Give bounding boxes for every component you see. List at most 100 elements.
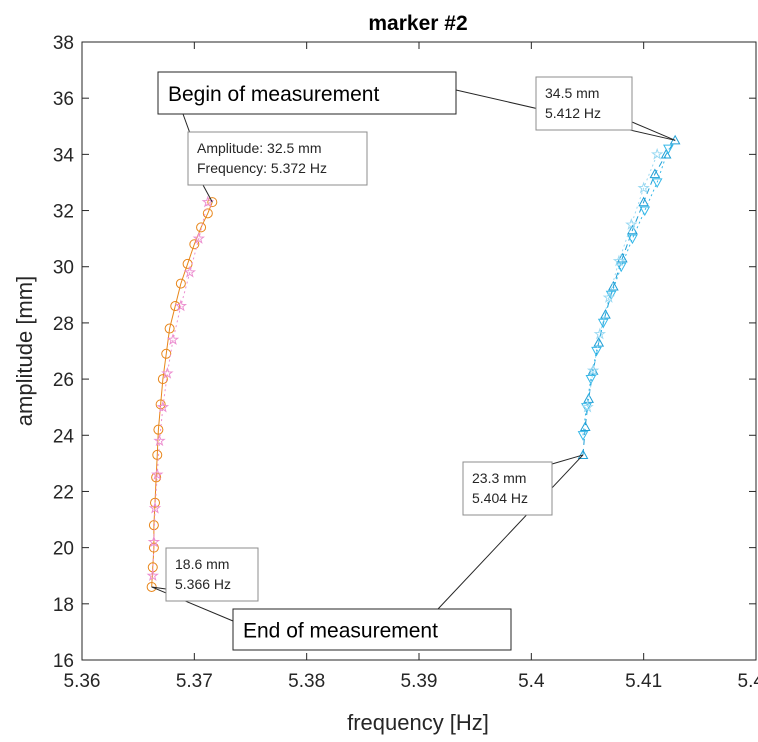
data-tip-box	[535, 76, 633, 131]
data-point	[183, 265, 197, 278]
data-point	[583, 393, 594, 403]
data-point	[612, 254, 626, 267]
data-point	[148, 542, 159, 553]
data-point	[153, 434, 166, 447]
y-tick-label: 36	[53, 89, 74, 110]
x-tick-label: 5.36	[64, 671, 101, 692]
y-axis-label: amplitude [mm]	[12, 276, 37, 426]
data-point	[150, 497, 161, 508]
data-point	[151, 468, 164, 480]
series-line	[582, 140, 676, 455]
data-tip-3: 23.3 mm 5.404 Hz	[462, 454, 584, 516]
series-3	[577, 134, 681, 460]
annotation-box	[232, 608, 512, 651]
data-point	[202, 208, 213, 219]
data-tip-pointer	[202, 184, 213, 203]
data-tip-text: 5.412 Hz	[545, 105, 601, 121]
data-point	[146, 569, 159, 581]
data-point	[577, 431, 589, 441]
data-point	[625, 218, 638, 230]
annotation-2: End of measurement	[151, 454, 584, 651]
data-tip-4: 18.6 mm 5.366 Hz	[151, 547, 259, 602]
annotation-1: Begin of measurement	[157, 71, 676, 183]
x-tick-label: 5.38	[288, 671, 325, 692]
data-tip-2: 34.5 mm 5.412 Hz	[535, 76, 676, 141]
x-tick-label: 5.37	[176, 671, 213, 692]
annotation-box	[157, 71, 457, 115]
data-point	[166, 333, 180, 346]
y-tick-label: 28	[53, 314, 74, 335]
data-point	[581, 400, 594, 413]
data-point	[192, 232, 206, 244]
data-point	[153, 424, 164, 435]
y-tick-label: 32	[53, 202, 74, 223]
data-point	[157, 374, 168, 385]
y-tick-label: 22	[53, 482, 74, 503]
data-tip-text: Frequency: 5.372 Hz	[197, 160, 327, 176]
data-point	[651, 178, 663, 188]
annotation-arrow	[437, 454, 584, 610]
data-tip-pointer	[551, 454, 584, 465]
series-2	[146, 195, 214, 581]
data-point	[585, 374, 597, 385]
y-tick-label: 26	[53, 370, 74, 391]
x-tick-label: 5.41	[625, 671, 662, 692]
data-point	[586, 364, 600, 376]
data-point	[207, 197, 218, 208]
data-tip-1: Amplitude: 32.5 mm Frequency: 5.372 Hz	[187, 131, 368, 203]
data-point	[174, 299, 188, 312]
data-tip-text: 34.5 mm	[545, 85, 599, 101]
data-point	[591, 346, 602, 357]
y-tick-label: 18	[53, 595, 74, 616]
data-point	[605, 290, 617, 301]
data-tip-box	[165, 547, 259, 602]
series-line	[152, 202, 209, 576]
data-tip-box	[187, 131, 368, 186]
y-tick-label: 24	[53, 426, 75, 447]
data-point	[152, 449, 163, 460]
x-tick-label: 5.42	[738, 671, 758, 692]
x-tick-label: 5.39	[401, 671, 438, 692]
data-tip-pointer	[631, 121, 676, 141]
chart-title: marker #2	[368, 12, 467, 35]
x-axis-label: frequency [Hz]	[347, 710, 489, 735]
data-point	[593, 337, 605, 347]
y-tick-label: 16	[53, 651, 74, 672]
data-point	[156, 400, 170, 413]
data-point	[593, 327, 607, 340]
data-point	[577, 449, 589, 460]
data-point	[161, 348, 172, 359]
annotation-text: Begin of measurement	[168, 83, 379, 106]
data-tip-text: 5.366 Hz	[175, 576, 231, 592]
data-point	[627, 234, 638, 245]
data-point	[637, 181, 650, 194]
data-point	[148, 501, 162, 514]
annotation-layer: Begin of measurement End of measurement Am…	[151, 71, 676, 651]
data-point	[597, 318, 609, 329]
data-point	[170, 301, 181, 312]
data-point	[189, 239, 200, 250]
series-4	[577, 144, 674, 441]
series-line	[587, 154, 658, 408]
series-5	[581, 147, 664, 413]
data-point	[650, 147, 664, 160]
data-tip-text: Amplitude: 32.5 mm	[197, 140, 322, 156]
data-tip-text: 18.6 mm	[175, 556, 229, 572]
y-tick-label: 38	[53, 33, 74, 54]
data-point	[602, 291, 616, 303]
data-point	[638, 196, 650, 207]
data-point	[196, 222, 207, 233]
series-layer	[146, 134, 681, 592]
data-point	[639, 206, 651, 217]
data-point	[663, 144, 674, 155]
data-point	[175, 278, 186, 289]
y-tick-label: 20	[53, 539, 74, 560]
data-tip-text: 5.404 Hz	[472, 490, 528, 506]
annotation-arrow	[151, 586, 234, 622]
y-tick-label: 34	[53, 145, 75, 166]
x-tick-label: 5.4	[518, 671, 545, 692]
data-point	[161, 366, 174, 379]
data-point	[164, 323, 175, 334]
data-point	[649, 168, 661, 179]
